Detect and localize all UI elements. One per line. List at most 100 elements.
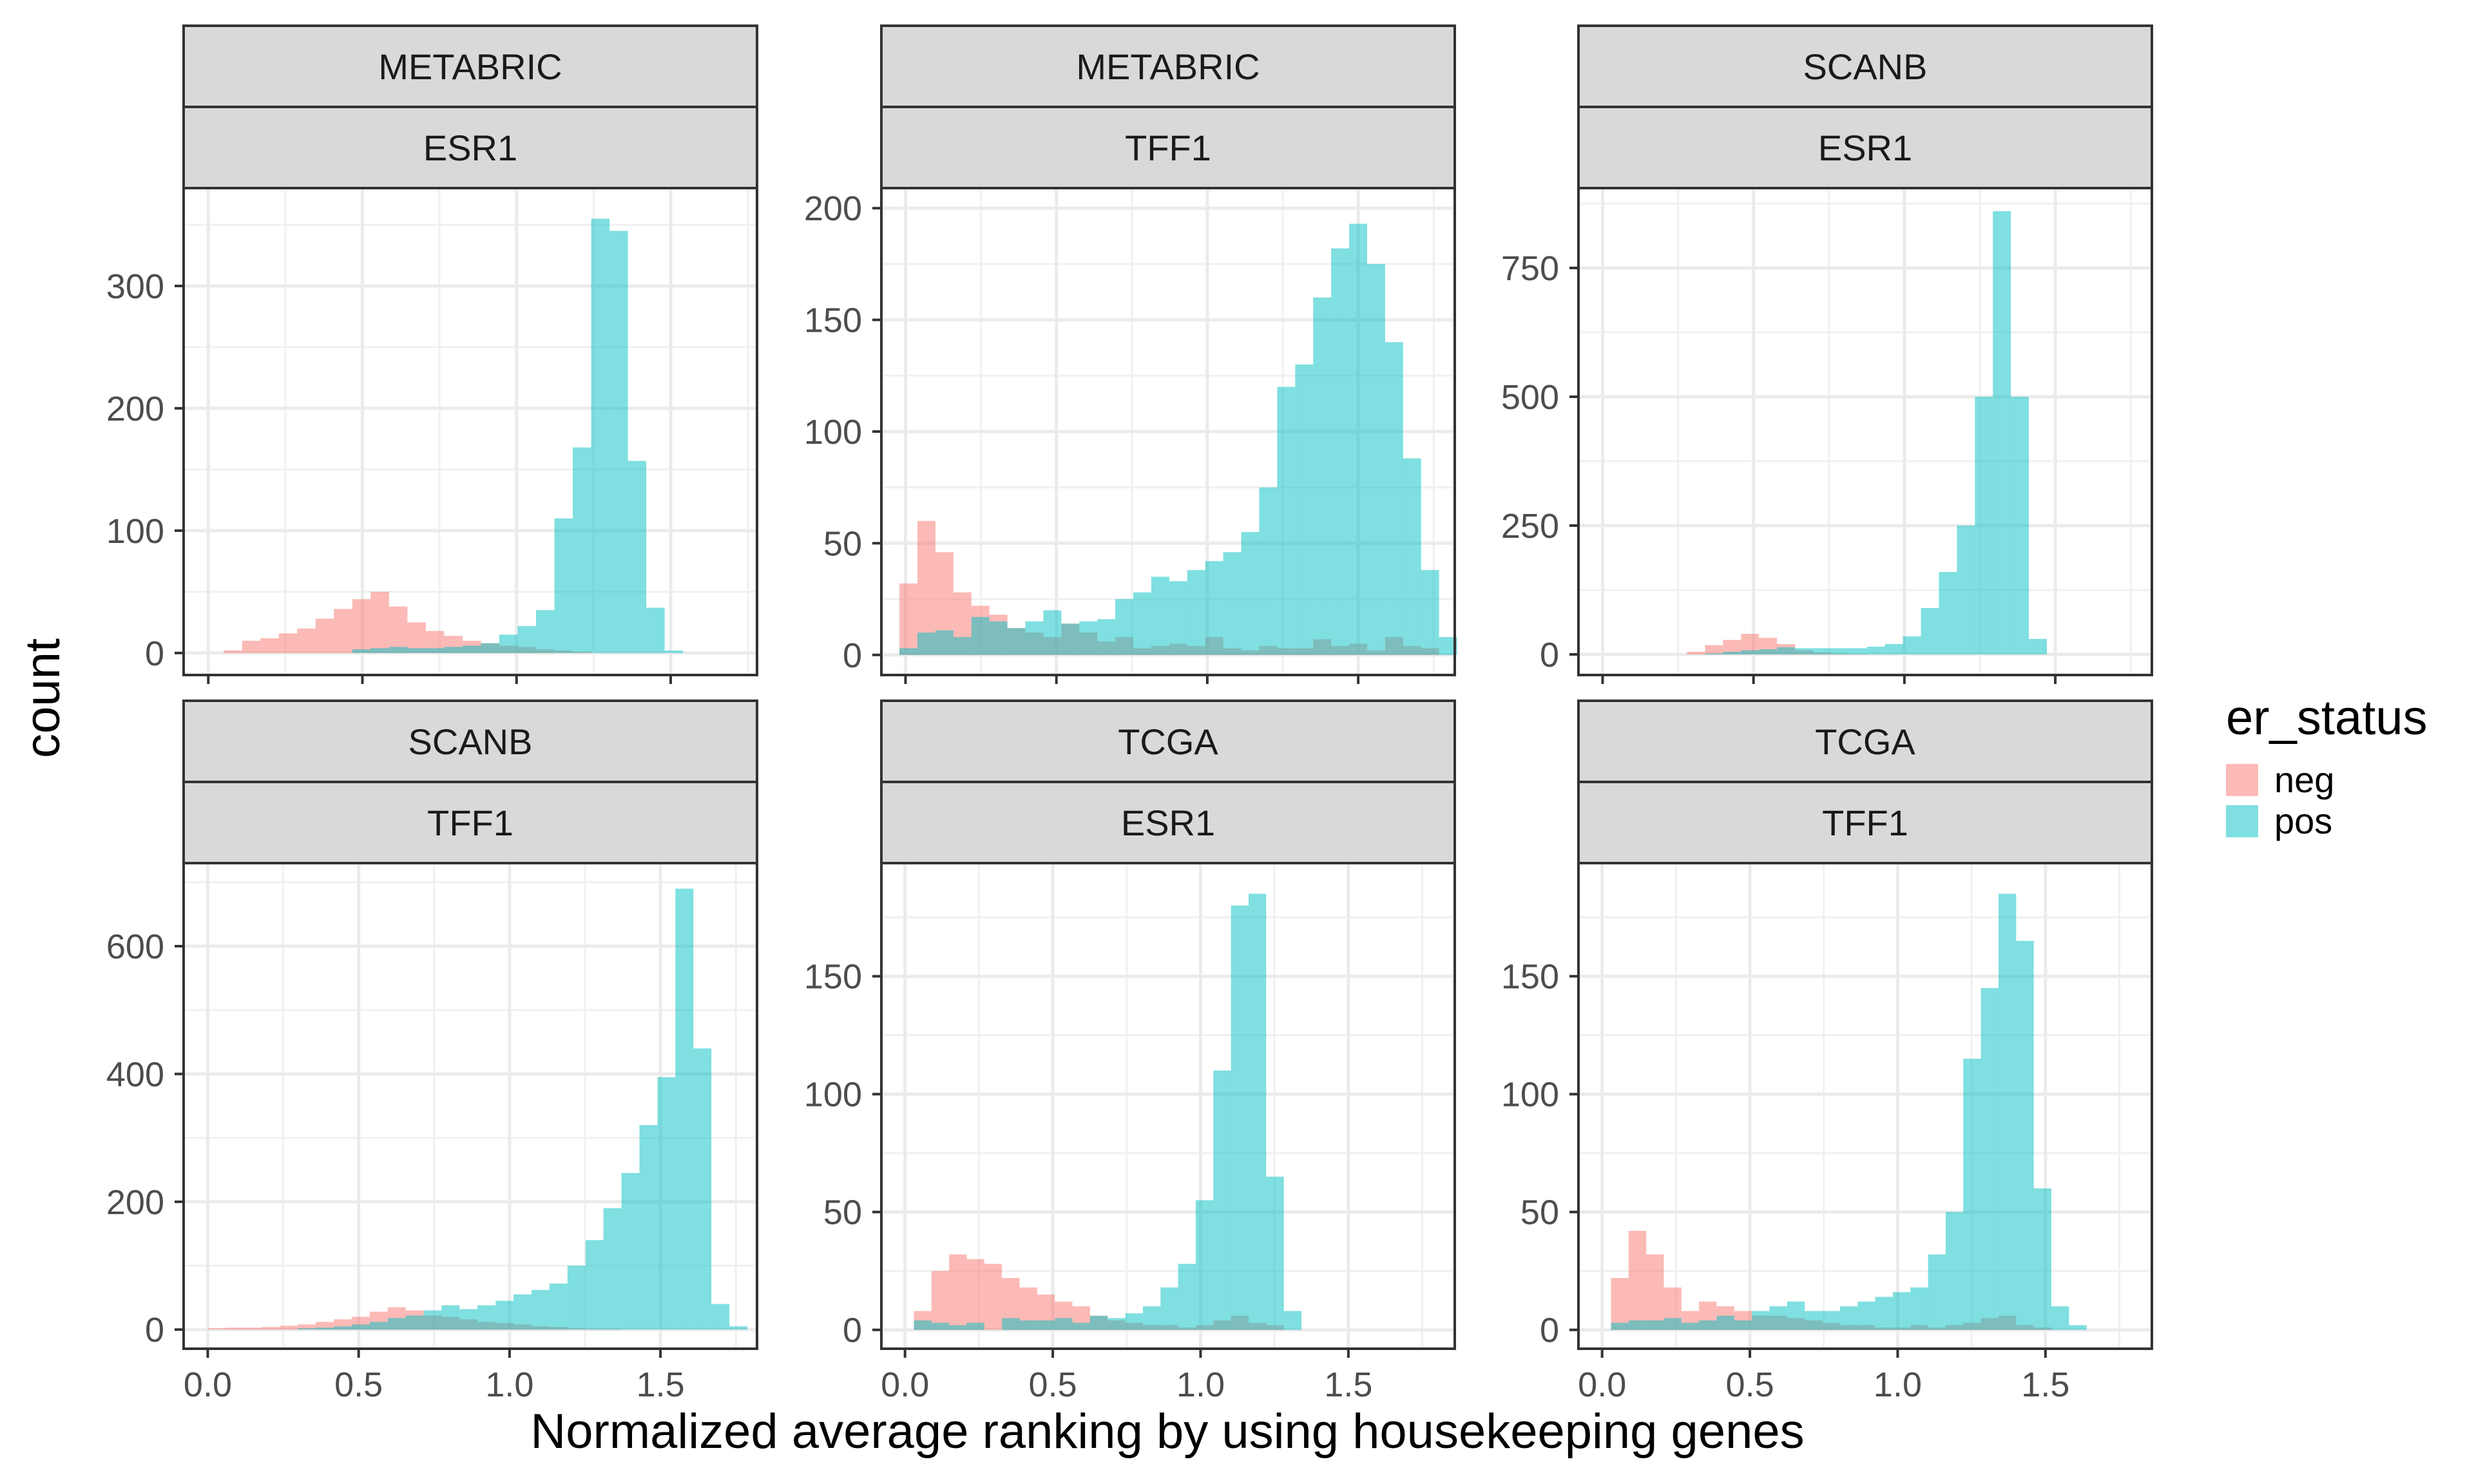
histogram-bar-pos [1349,224,1367,655]
facet-strip-label: SCANB [1803,46,1928,87]
histogram-bar-pos [1848,648,1867,654]
histogram-bar-pos [1734,1320,1752,1330]
legend-key-pos [2226,805,2258,837]
histogram-bar-pos [1805,1311,1823,1330]
histogram-bar-pos [1385,342,1403,655]
histogram-bar-pos [1830,648,1849,654]
histogram-bar-pos [1839,1306,1858,1330]
y-tick-label: 500 [1501,378,1559,417]
y-tick-label: 150 [1501,958,1559,996]
histogram-bar-pos [1125,1313,1143,1330]
histogram-bar-pos [462,645,481,653]
histogram-bar-pos [549,1283,568,1330]
histogram-bar-neg [984,1264,1002,1330]
histogram-bar-neg [1611,1278,1629,1330]
histogram-bar-pos [628,461,647,653]
histogram-bar-pos [1115,599,1134,655]
legend-label-neg: neg [2274,759,2334,800]
histogram-bar-pos [899,648,918,655]
facet-strip-label: TFF1 [1822,803,1908,843]
legend: er_status neg pos [2226,690,2428,841]
histogram-bar-neg [1628,1230,1647,1330]
histogram-bar-pos [621,1173,640,1330]
histogram-bar-pos [1259,487,1278,655]
x-axis-title: Normalized average ranking by using hous… [530,1404,1804,1459]
histogram-bar-pos [1705,653,1723,654]
histogram-bar-pos [664,651,684,653]
histogram-bar-pos [1628,1320,1647,1330]
histogram-bar-pos [609,231,628,653]
histogram-bar-neg [280,1326,298,1330]
y-tick-label: 100 [1501,1076,1559,1114]
histogram-bar-pos [1061,623,1080,655]
histogram-bar-pos [989,621,1008,655]
histogram-bar-neg [315,618,334,653]
facet-strip [1577,699,2153,783]
facet-strip-label: ESR1 [1818,128,1912,168]
histogram-bar-pos [1759,649,1778,654]
histogram-bar-pos [646,607,665,653]
facet-panel: TCGA TFF1 0 50 100 150 0.0 0.5 1.0 1.5 [1501,699,2153,1404]
facet-panels: METABRIC ESR1 0 100 200 300 METABRIC TFF1 0 50 100… [106,24,2153,1404]
histogram-bar-pos [351,1324,370,1330]
histogram-bar-pos [1019,1320,1037,1330]
histogram-bar-pos [966,1322,984,1330]
histogram-bar-pos [949,1325,967,1330]
histogram-bar-pos [585,1240,604,1330]
y-tick-label: 100 [804,1076,862,1114]
histogram-bar-pos [370,648,389,653]
histogram-bar-neg [931,1271,950,1330]
y-tick-label: 50 [823,1194,862,1232]
facet-strip-label: TCGA [1118,721,1218,762]
x-tick-label: 0.0 [184,1365,232,1404]
y-tick-label: 300 [106,267,164,306]
histogram-bar-pos [444,647,463,653]
histogram-bar-neg [278,633,298,653]
histogram-bar-pos [1975,397,1993,654]
histogram-bar-pos [1002,1318,1020,1330]
histogram-bar-neg [262,1327,280,1330]
facet-panel: SCANB TFF1 0 200 400 600 0.0 0.5 1.0 1.5 [106,699,758,1404]
facet-strip [880,699,1456,783]
histogram-bar-pos [1980,987,1999,1330]
histogram-bar-pos [935,630,954,655]
facet-panel: SCANB ESR1 0 250 500 750 [1501,24,2153,684]
histogram-bar-pos [388,647,408,653]
histogram-bar-pos [1681,1322,1700,1330]
histogram-bar-pos [1055,1318,1073,1330]
histogram-bar-pos [2011,397,2029,654]
facet-strip-label: SCANB [408,721,533,762]
facet-strip [182,24,758,108]
histogram-bar-pos [693,1048,712,1330]
histogram-bar-pos [1169,581,1187,655]
histogram-bar-pos [1939,572,1957,654]
histogram-bar-pos [1866,647,1885,654]
histogram-bar-pos [1884,644,1903,654]
histogram-bar-pos [711,1304,730,1330]
histogram-bar-pos [1403,458,1421,655]
plot-background [1578,863,2152,1349]
histogram-bar-pos [1089,1315,1108,1330]
histogram-bar-pos [1266,1176,1284,1330]
histogram-bar-pos [1928,1254,1946,1330]
histogram-bar-pos [1813,648,1831,654]
y-tick-label: 0 [145,634,164,673]
histogram-bar-pos [639,1125,658,1330]
histogram-bar-neg [315,1322,334,1330]
histogram-bar-pos [1998,893,2017,1330]
facet-strip-label: ESR1 [423,128,517,168]
x-tick-label: 0.5 [1726,1365,1774,1404]
plot-background [184,188,757,675]
histogram-bar-pos [931,1322,950,1330]
facet-strip-label: TFF1 [1125,128,1211,168]
facet-strip [1577,106,2153,189]
histogram-bar-pos [499,634,518,653]
histogram-bar-neg [1705,645,1723,654]
x-tick-label: 1.5 [1324,1365,1372,1404]
histogram-bar-pos [1223,552,1242,655]
histogram-bar-pos [477,1305,496,1330]
histogram-bar-pos [1313,297,1332,655]
facet-strip [1577,24,2153,108]
histogram-bar-pos [1752,1311,1770,1330]
x-tick-label: 0.5 [1029,1365,1077,1404]
